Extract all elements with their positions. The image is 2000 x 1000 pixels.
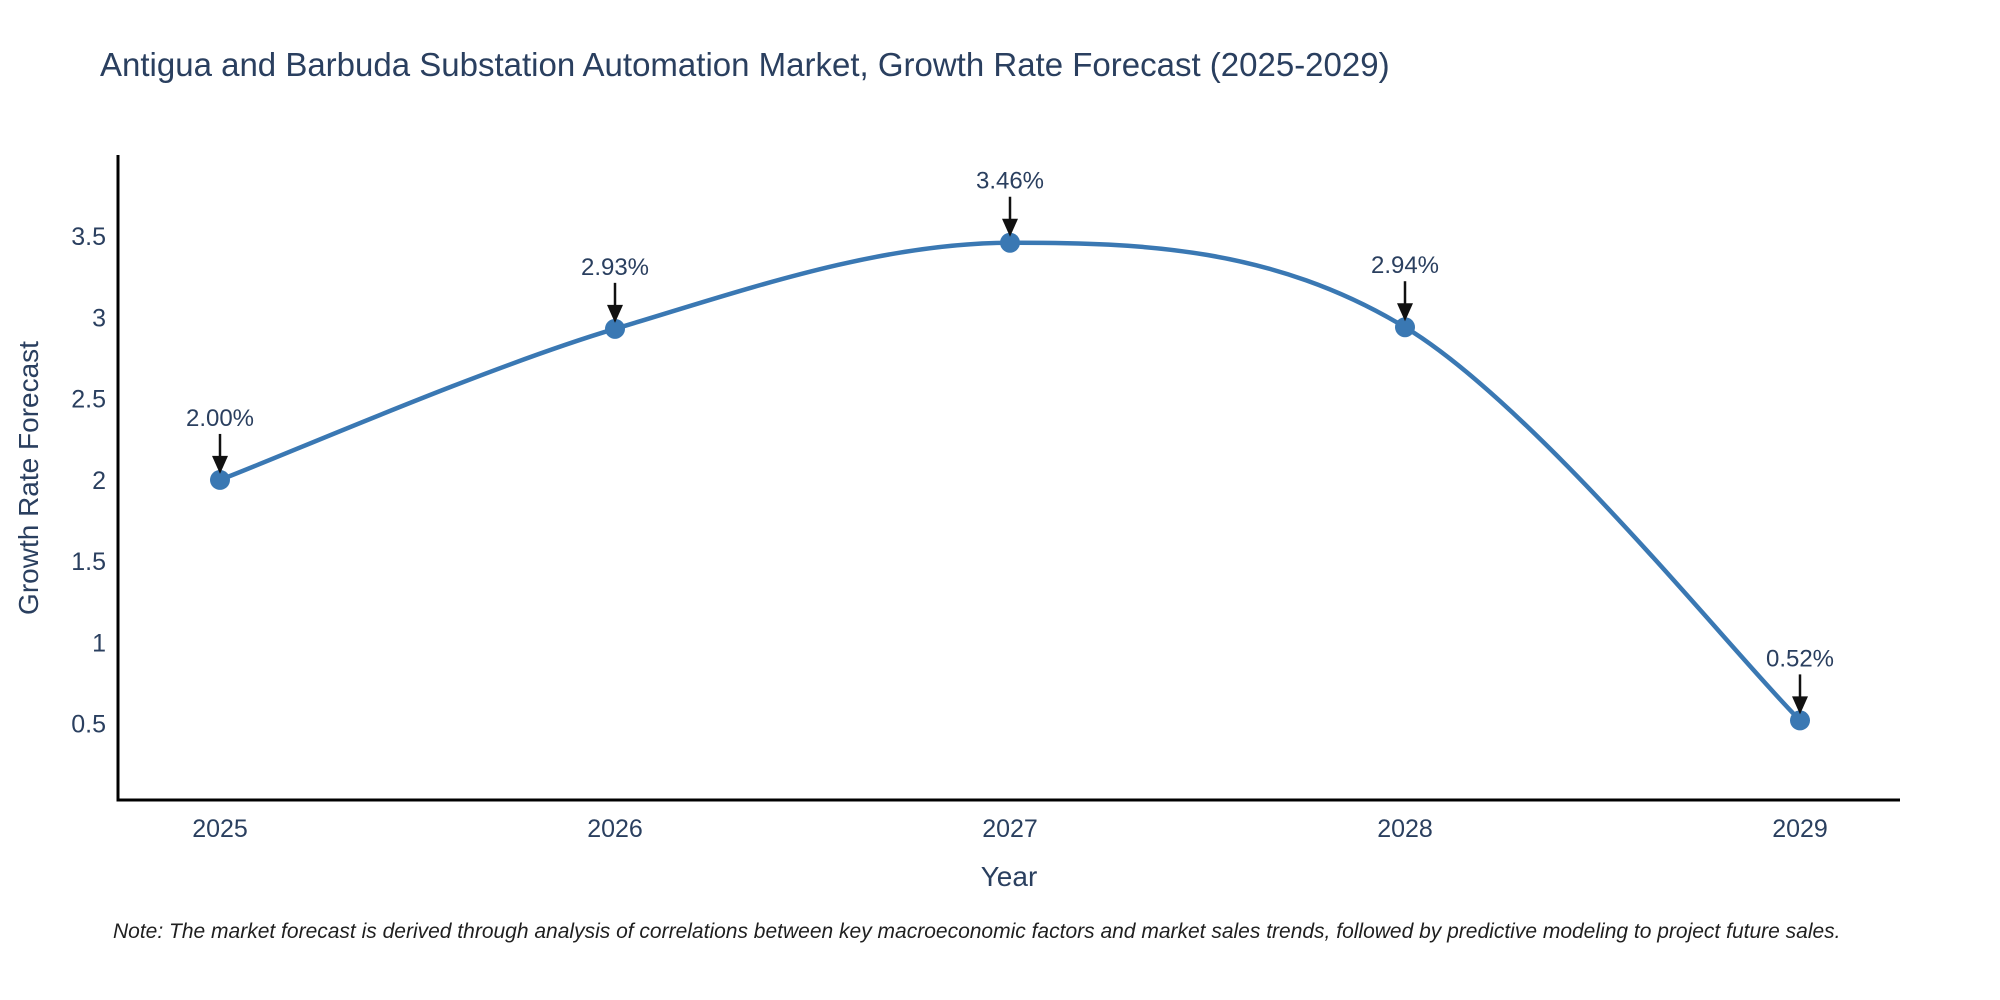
- footnote: Note: The market forecast is derived thr…: [113, 920, 1841, 943]
- annotation-arrowhead: [1002, 218, 1018, 237]
- y-tick-label: 3: [92, 304, 106, 332]
- annotation-label: 3.46%: [976, 168, 1044, 195]
- x-tick-label: 2027: [982, 815, 1038, 843]
- annotation-label: 2.94%: [1371, 252, 1439, 279]
- annotation-arrowhead: [607, 304, 623, 323]
- y-tick-label: 3.5: [71, 223, 106, 251]
- annotation-arrowhead: [212, 455, 228, 474]
- plot-area: 0.5 1 1.5 2 2.5 3 3.5 2025 2026 2027 2028 2029 2.00%…: [71, 155, 1900, 843]
- y-tick-label: 2.5: [71, 386, 106, 414]
- y-axis-title: Growth Rate Forecast: [13, 341, 44, 615]
- y-tick-label: 2: [92, 467, 106, 495]
- y-tick-label: 0.5: [71, 711, 106, 739]
- y-tick-label: 1.5: [71, 548, 106, 576]
- trend-line: [217, 240, 1803, 723]
- x-tick-label: 2028: [1377, 815, 1433, 843]
- x-tick-label: 2025: [192, 815, 248, 843]
- chart-title: Antigua and Barbuda Substation Automatio…: [100, 46, 1390, 83]
- data-point-marker: [210, 469, 230, 490]
- x-axis-title: Year: [981, 861, 1038, 892]
- data-point-marker: [605, 318, 625, 339]
- data-point-marker: [1790, 710, 1810, 731]
- x-tick-label: 2029: [1772, 815, 1828, 843]
- x-tick-label: 2026: [587, 815, 643, 843]
- annotation-arrowhead: [1397, 303, 1413, 322]
- annotation-label: 0.52%: [1766, 645, 1834, 672]
- annotation-arrowhead: [1792, 696, 1808, 715]
- annotation-label: 2.93%: [581, 254, 649, 281]
- annotation-label: 2.00%: [186, 405, 254, 432]
- data-point-marker: [1395, 317, 1415, 338]
- data-point-marker: [1000, 232, 1020, 253]
- y-tick-label: 1: [92, 629, 106, 657]
